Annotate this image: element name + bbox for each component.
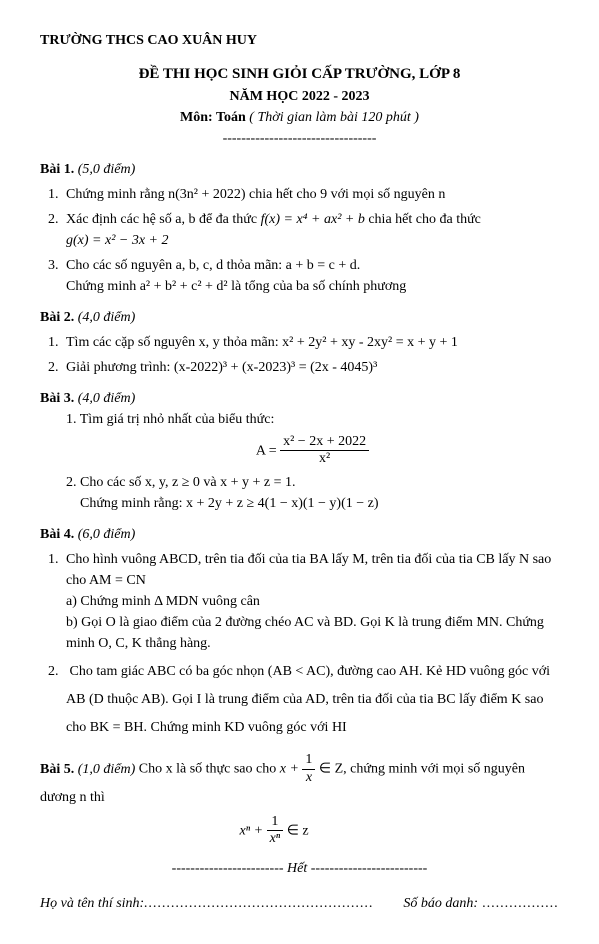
sig-name: Họ và tên thí sinh:.....................… (40, 893, 374, 914)
b1-2-text-b: chia hết cho đa thức (365, 212, 481, 227)
b1-item2: Xác định các hệ số a, b để đa thức f(x) … (62, 209, 559, 251)
bai1-list: Chứng minh rằng n(3n² + 2022) chia hết c… (62, 184, 559, 297)
b1-2-fx: f(x) = x⁴ + ax² + b (261, 212, 365, 227)
b3-2-b: Chứng minh rằng: x + 2y + z ≥ 4(1 − x)(1… (80, 496, 379, 511)
b1-2-text-a: Xác định các hệ số a, b để đa thức (66, 212, 261, 227)
dashes-top: --------------------------------- (40, 128, 559, 149)
b1-3-a: Cho các số nguyên a, b, c, d thỏa mãn: a… (66, 258, 360, 273)
b3-1-text: Tìm giá trị nhỏ nhất của biểu thức: (80, 412, 275, 427)
bai5-heading: Bài 5. (1,0 điểm) (40, 762, 139, 777)
b3-item1: 1. Tìm giá trị nhỏ nhất của biểu thức: A… (66, 409, 559, 469)
b1-item3: Cho các số nguyên a, b, c, d thỏa mãn: a… (62, 255, 559, 297)
bai3-points: (4,0 điểm) (78, 391, 136, 406)
bai4-points: (6,0 điểm) (78, 527, 136, 542)
b5-f2-den-i: xⁿ (270, 831, 281, 846)
b5-frac1: 1 x (302, 752, 315, 787)
sig-id-dots: ................. (478, 896, 559, 911)
b2-item2: Giải phương trình: (x-2022)³ + (x-2023)³… (62, 357, 559, 378)
b5-inz: ∈ Z (319, 762, 343, 777)
bai4-heading: Bài 4. (6,0 điểm) (40, 524, 559, 545)
b2-item1: Tìm các cặp số nguyên x, y thỏa mãn: x² … (62, 332, 559, 353)
sig-name-dots: ........................................… (144, 896, 374, 911)
b5-text-a: Cho x là số thực sao cho (139, 762, 280, 777)
b3-1-A: A = (256, 443, 277, 458)
het-dashes-l: ------------------------ (172, 861, 284, 876)
b3-item2: 2. Cho các số x, y, z ≥ 0 và x + y + z =… (66, 472, 559, 514)
b3-1-eq: A = x² − 2x + 2022 x² (66, 434, 559, 469)
b5-f1-den: x (302, 770, 315, 787)
time-label: ( Thời gian làm bài 120 phút ) (249, 110, 419, 125)
bai4-label: Bài 4. (40, 527, 74, 542)
bai3-label: Bài 3. (40, 391, 74, 406)
bai2-heading: Bài 2. (4,0 điểm) (40, 307, 559, 328)
sig-id: Số báo danh: ................. (403, 893, 559, 914)
b5-f1-num: 1 (302, 752, 315, 770)
b4-1-b: a) Chứng minh Δ MDN vuông cân (66, 591, 559, 612)
bai5-row: Bài 5. (1,0 điểm) Cho x là số thực sao c… (40, 752, 559, 808)
bai5-label: Bài 5. (40, 762, 74, 777)
b3-1-den: x² (280, 451, 369, 468)
subject-line: Môn: Toán ( Thời gian làm bài 120 phút ) (40, 107, 559, 128)
bai1-heading: Bài 1. (5,0 điểm) (40, 159, 559, 180)
subject-label: Môn: Toán (180, 110, 246, 125)
het-line: ------------------------ Hết -----------… (40, 858, 559, 879)
sig-name-lbl: Họ và tên thí sinh: (40, 896, 144, 911)
b5-f2-num: 1 (267, 814, 284, 832)
b1-item1: Chứng minh rằng n(3n² + 2022) chia hết c… (62, 184, 559, 205)
title-block: ĐỀ THI HỌC SINH GIỎI CẤP TRƯỜNG, LỚP 8 N… (40, 63, 559, 149)
bai2-list: Tìm các cặp số nguyên x, y thỏa mãn: x² … (62, 332, 559, 378)
b3-1-frac: x² − 2x + 2022 x² (280, 434, 369, 469)
bai5-points: (1,0 điểm) (78, 762, 136, 777)
bai1-points: (5,0 điểm) (78, 162, 136, 177)
b5-frac2: 1 xⁿ (267, 814, 284, 849)
b4-1-c: b) Gọi O là giao điểm của 2 đường chéo A… (66, 612, 559, 654)
bai1-label: Bài 1. (40, 162, 74, 177)
het-label: Hết (284, 861, 311, 876)
b5-f1-den-i: x (306, 770, 312, 785)
exam-year: NĂM HỌC 2022 - 2023 (40, 86, 559, 107)
sig-id-lbl: Số báo danh: (403, 896, 478, 911)
b5-expr1-x: x + (280, 762, 299, 777)
bai3-heading: Bài 3. (4,0 điểm) (40, 388, 559, 409)
het-dashes-r: ------------------------- (311, 861, 428, 876)
bai2-label: Bài 2. (40, 310, 74, 325)
b4-item2: Cho tam giác ABC có ba góc nhọn (AB < AC… (62, 658, 559, 742)
b3-1-num: x² − 2x + 2022 (280, 434, 369, 452)
bai4-list: Cho hình vuông ABCD, trên tia đối của ti… (62, 549, 559, 742)
b1-2-gx: g(x) = x² − 3x + 2 (66, 233, 169, 248)
b3-2-a: Cho các số x, y, z ≥ 0 và x + y + z = 1. (80, 475, 296, 490)
b1-3-b: Chứng minh a² + b² + c² + d² là tổng của… (66, 279, 406, 294)
b5-line2: xⁿ + 1 xⁿ ∈ z (76, 814, 559, 849)
school-name: TRƯỜNG THCS CAO XUÂN HUY (40, 30, 559, 51)
exam-title: ĐỀ THI HỌC SINH GIỎI CẤP TRƯỜNG, LỚP 8 (40, 63, 559, 86)
b4-1-a: Cho hình vuông ABCD, trên tia đối của ti… (66, 552, 551, 588)
b5-inz2: ∈ z (287, 823, 309, 838)
bai2-points: (4,0 điểm) (78, 310, 136, 325)
b4-item1: Cho hình vuông ABCD, trên tia đối của ti… (62, 549, 559, 654)
b5-expr2-x: xⁿ + (240, 823, 264, 838)
b4-2-text: Cho tam giác ABC có ba góc nhọn (AB < AC… (66, 664, 550, 735)
signature-row: Họ và tên thí sinh:.....................… (40, 893, 559, 914)
